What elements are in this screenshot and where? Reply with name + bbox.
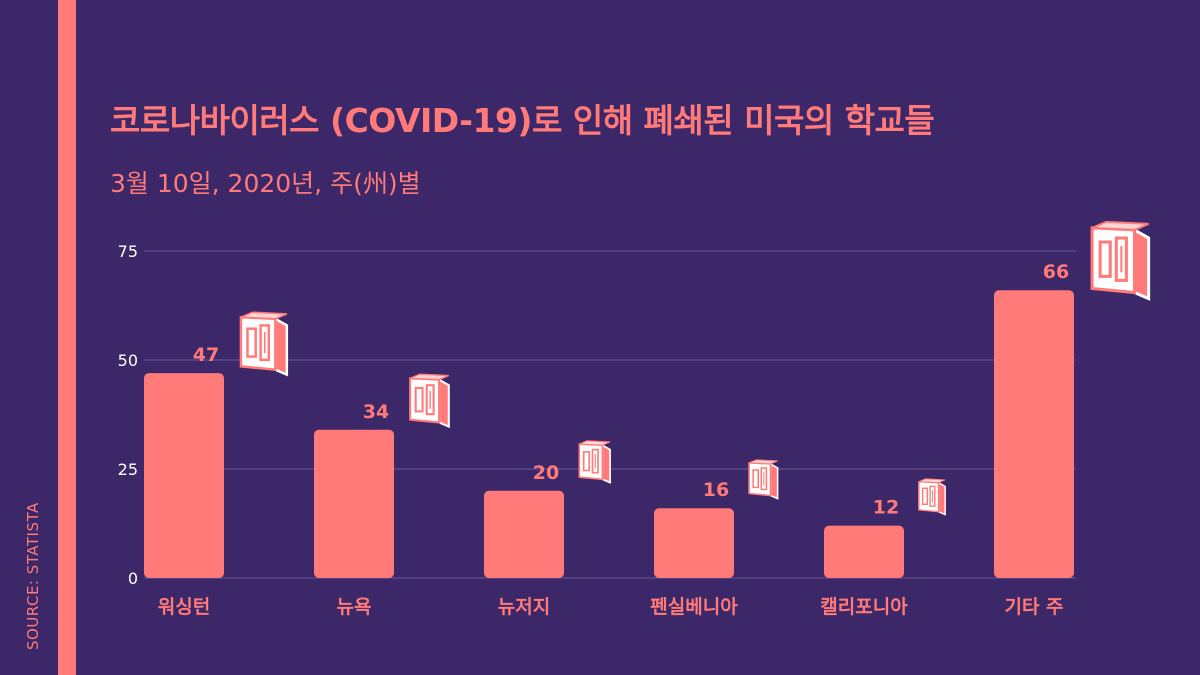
data-label: 16 [703,479,729,501]
category-label: 기타 주 [1004,596,1063,618]
school-building-icon [748,459,779,500]
school-building-icon [239,311,289,377]
bar [654,508,734,578]
bar [484,490,564,578]
data-label: 12 [873,497,899,519]
chart-subtitle: 3월 10일, 2020년, 주(州)별 [110,169,421,198]
school-building-icon [918,478,946,516]
data-label: 47 [193,344,219,366]
bar [144,373,224,578]
chart-title: 코로나바이러스 (COVID-19)로 인해 폐쇄된 미국의 학교들 [110,101,935,140]
data-label: 20 [533,462,559,484]
bar [314,429,394,578]
school-building-icon [409,373,450,429]
bar [994,290,1074,578]
category-label: 워싱턴 [158,596,210,618]
category-label: 뉴저지 [498,596,550,618]
y-tick-label: 50 [118,351,138,370]
bar [824,525,904,578]
category-label: 뉴욕 [337,596,372,618]
y-tick-label: 0 [128,569,138,588]
y-tick-label: 25 [118,460,138,479]
school-building-icon [578,440,611,484]
data-label: 66 [1043,261,1069,283]
y-tick-label: 75 [118,242,138,261]
category-label: 캘리포니아 [820,596,908,618]
data-label: 34 [363,401,389,423]
category-label: 펜실베니아 [650,596,738,618]
school-building-icon [1090,220,1151,301]
accent-bar [58,0,76,675]
